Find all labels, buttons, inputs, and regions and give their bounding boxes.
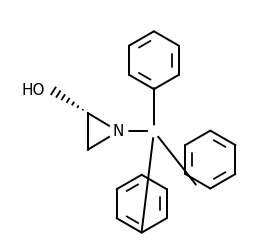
Text: N: N — [113, 124, 124, 139]
Circle shape — [148, 126, 159, 137]
Circle shape — [109, 122, 128, 141]
Text: HO: HO — [22, 83, 45, 98]
